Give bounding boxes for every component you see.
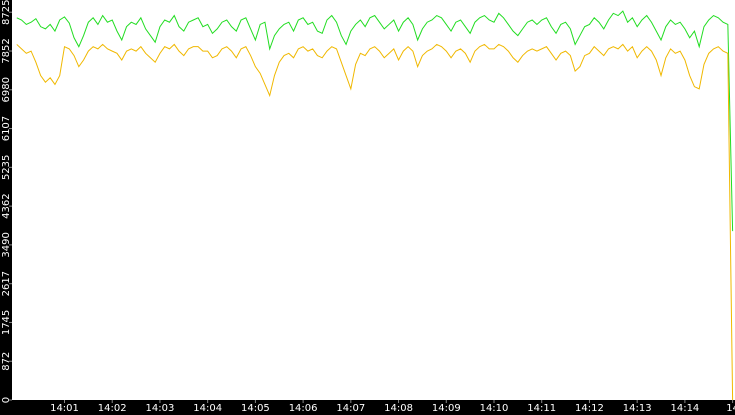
y-tick-label: 5235 <box>1 155 12 180</box>
x-tick-label: 14:04 <box>193 403 222 414</box>
x-tick-label: 14:10 <box>480 403 509 414</box>
plot-area <box>12 0 735 400</box>
series-line <box>16 10 734 232</box>
x-tick-label: 14:03 <box>146 403 175 414</box>
y-tick-label: 872 <box>1 352 12 371</box>
x-tick-label: 14:08 <box>384 403 413 414</box>
y-tick-label: 2617 <box>1 271 12 296</box>
y-tick-label: 4362 <box>1 193 12 218</box>
x-tick-label: 14:07 <box>336 403 365 414</box>
x-tick-label: 14:02 <box>98 403 127 414</box>
x-tick-label: 14:01 <box>50 403 79 414</box>
y-tick-label: 6980 <box>1 77 12 102</box>
y-tick-label: 0 <box>1 397 12 403</box>
series-line <box>16 43 734 401</box>
y-tick-label: 6107 <box>1 116 12 141</box>
y-tick-label: 7852 <box>1 38 12 63</box>
y-tick-label: 1745 <box>1 310 12 335</box>
x-tick-label: 14:13 <box>623 403 652 414</box>
x-tick-label: 14:12 <box>575 403 604 414</box>
x-tick-label: 14:09 <box>432 403 461 414</box>
x-tick-label: 14:05 <box>241 403 270 414</box>
y-tick-label: 8725 <box>1 0 12 25</box>
x-tick-label: 14 <box>726 403 735 414</box>
x-tick-label: 14:14 <box>670 403 699 414</box>
y-tick-label: 3490 <box>1 232 12 257</box>
x-tick-label: 14:11 <box>527 403 556 414</box>
x-tick-label: 14:06 <box>289 403 318 414</box>
